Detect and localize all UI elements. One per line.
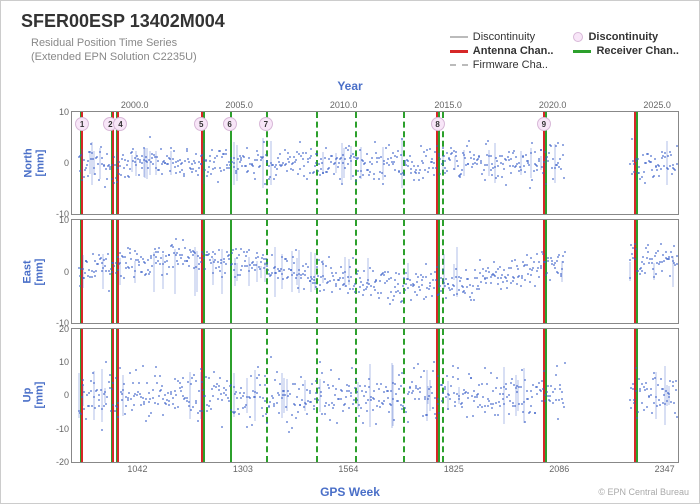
disc-line-icon (450, 36, 468, 38)
xtick-bottom: 2347 (655, 462, 675, 474)
xtick-bottom: 1564 (338, 462, 358, 474)
xtick-bottom: 1303 (233, 462, 253, 474)
discontinuity-marker: 5 (194, 117, 208, 131)
ytick: 0 (64, 267, 72, 277)
ytick: 20 (59, 324, 72, 334)
xtick-bottom: 2086 (549, 462, 569, 474)
disc-dot-icon (573, 32, 583, 42)
vline-receiver (636, 112, 638, 214)
credit-text: © EPN Central Bureau (598, 487, 689, 497)
ytick: 10 (59, 215, 72, 225)
legend-disc-dot: Discontinuity (573, 31, 679, 43)
discontinuity-marker: 6 (223, 117, 237, 131)
ytick: -10 (56, 424, 72, 434)
xtick-top: 2015.0 (434, 100, 462, 112)
firmware-line-icon (450, 64, 468, 66)
ytick: 0 (64, 158, 72, 168)
discontinuity-marker: 9 (537, 117, 551, 131)
panel-up: Up[mm] 104213031564182520862347-20-10010… (71, 328, 679, 463)
chart-subtitle: Residual Position Time Series (Extended … (31, 36, 197, 65)
chart-title: SFER00ESP 13402M004 (21, 11, 225, 32)
ylabel-up: Up[mm] (21, 382, 45, 409)
ytick: 10 (59, 107, 72, 117)
vline-receiver_dash (442, 329, 444, 462)
legend: Discontinuity Discontinuity Antenna Chan… (450, 31, 679, 71)
legend-antenna: Antenna Chan.. (450, 45, 554, 57)
plot-area: North[mm] 2000.02005.02010.02015.02020.0… (71, 111, 679, 463)
vline-receiver_dash (403, 329, 405, 462)
vline-antenna (117, 329, 119, 462)
chart-container: SFER00ESP 13402M004 Residual Position Ti… (0, 0, 700, 504)
receiver-line-icon (573, 50, 591, 53)
xtick-bottom: 1825 (444, 462, 464, 474)
ylabel-east: East[mm] (21, 258, 45, 285)
ylabel-north: North[mm] (23, 149, 47, 178)
vline-receiver_dash (266, 220, 268, 322)
antenna-line-icon (450, 50, 468, 53)
xtick-top: 2005.0 (225, 100, 253, 112)
xtick-top: 2010.0 (330, 100, 358, 112)
xtick-bottom: 1042 (127, 462, 147, 474)
vline-antenna (112, 329, 114, 462)
vline-receiver (230, 220, 232, 322)
legend-disc-line: Discontinuity (450, 31, 554, 43)
ytick: 0 (64, 390, 72, 400)
vline-receiver (203, 220, 205, 322)
ytick: -20 (56, 457, 72, 467)
vline-receiver (230, 329, 232, 462)
vline-receiver_dash (316, 220, 318, 322)
xtick-top: 2000.0 (121, 100, 149, 112)
legend-firmware: Firmware Cha.. (450, 59, 554, 71)
discontinuity-marker: 4 (113, 117, 127, 131)
xtick-top: 2020.0 (539, 100, 567, 112)
vline-receiver_dash (316, 329, 318, 462)
vline-receiver (636, 329, 638, 462)
ytick: 10 (59, 357, 72, 367)
legend-receiver: Receiver Chan.. (573, 45, 679, 57)
xtick-top: 2025.0 (643, 100, 671, 112)
vline-receiver (438, 329, 440, 462)
top-axis-label: Year (337, 79, 362, 93)
discontinuity-marker: 8 (431, 117, 445, 131)
bottom-axis-label: GPS Week (320, 485, 380, 499)
vline-receiver_dash (266, 329, 268, 462)
vline-receiver_dash (355, 112, 357, 214)
panel-east: East[mm] -10010 (71, 219, 679, 323)
discontinuity-marker: 1 (75, 117, 89, 131)
discontinuity-marker: 7 (259, 117, 273, 131)
panel-north: North[mm] 2000.02005.02010.02015.02020.0… (71, 111, 679, 215)
